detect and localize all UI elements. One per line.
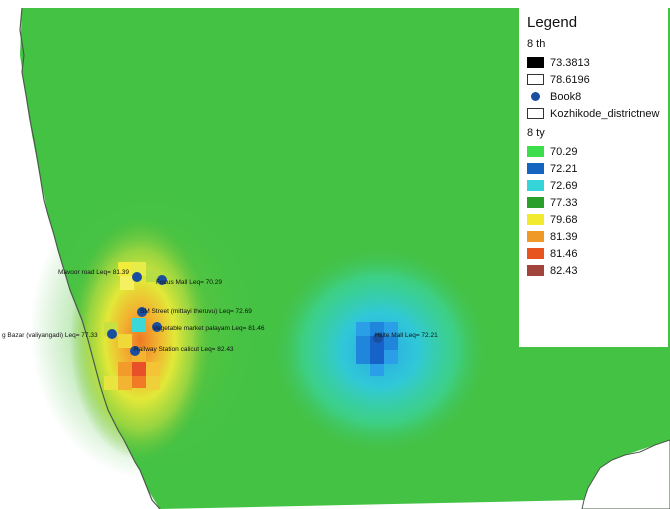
label-valiyangadi: g Bazar (valiyangadi) Leq= 77.33 — [2, 332, 98, 339]
point-labels: Mavoor road Leq= 81.39 Focus Mall Leq= 7… — [2, 269, 438, 353]
color-swatch-icon — [527, 197, 544, 208]
marker-railway-station[interactable] — [130, 346, 140, 356]
label-hilite-mall: Hilite Mall Leq= 72.21 — [375, 332, 438, 339]
marker-vegetable-market[interactable] — [152, 322, 162, 332]
label-focus-mall: Focus Mall Leq= 70.29 — [156, 279, 222, 286]
legend-class-item: 77.33 — [527, 194, 668, 211]
legend-panel: Legend 8 th 73.3813 78.6196 Book8 Kozhik… — [519, 8, 668, 347]
legend-group-8ty: 8 ty — [527, 127, 545, 139]
hotspot-cells — [104, 262, 160, 390]
marker-hilite-mall[interactable] — [373, 333, 383, 343]
marker-valiyangadi[interactable] — [107, 329, 117, 339]
marker-mavoor-road[interactable] — [132, 272, 142, 282]
marker-focus-mall[interactable] — [157, 275, 167, 285]
legend-item: 73.3813 — [527, 54, 668, 71]
legend-class-item: 81.39 — [527, 228, 668, 245]
black-square-icon — [527, 57, 544, 68]
label-sm-street: SM Street (mittayi theruvu) Leq= 72.69 — [140, 308, 252, 315]
legend-class-item: 82.43 — [527, 262, 668, 279]
legend-item: Kozhikode_districtnew — [527, 105, 668, 122]
survey-markers — [107, 272, 383, 356]
legend-class-item: 72.21 — [527, 160, 668, 177]
color-swatch-icon — [527, 265, 544, 276]
color-swatch-icon — [527, 248, 544, 259]
hotspot-halo — [70, 220, 210, 460]
legend-class-item: 72.69 — [527, 177, 668, 194]
legend-title: Legend — [527, 14, 578, 31]
boundary-southeast — [581, 439, 670, 509]
color-swatch-icon — [527, 146, 544, 157]
legend-group-8th: 8 th — [527, 38, 546, 50]
marker-sm-street[interactable] — [137, 307, 147, 317]
circle-marker-icon — [531, 92, 540, 101]
coastline — [19, 7, 161, 509]
color-ramp: 70.29 72.21 72.69 77.33 79.68 81.39 81.46 82.43 — [527, 143, 668, 279]
color-swatch-icon — [527, 231, 544, 242]
legend-item: Book8 — [527, 88, 668, 105]
legend-item: 78.6196 — [527, 71, 668, 88]
legend-class-item: 81.46 — [527, 245, 668, 262]
color-swatch-icon — [527, 163, 544, 174]
label-vegetable-market: Vegetable market palayam Leq= 81.46 — [153, 325, 265, 332]
outline-square-icon — [527, 108, 544, 119]
legend-class-item: 70.29 — [527, 143, 668, 160]
color-swatch-icon — [527, 214, 544, 225]
label-railway-station: Railway Station calicut Leq= 82.43 — [134, 346, 234, 353]
label-mavoor-road: Mavoor road Leq= 81.39 — [58, 269, 129, 276]
color-swatch-icon — [527, 180, 544, 191]
legend-class-item: 79.68 — [527, 211, 668, 228]
outline-square-icon — [527, 74, 544, 85]
